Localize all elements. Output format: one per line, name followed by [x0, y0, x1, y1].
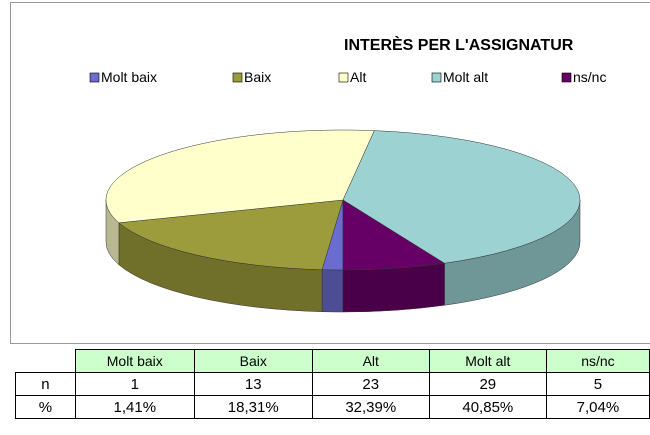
count-cell: 13	[193, 372, 313, 396]
percent-cell: 40,85%	[428, 395, 547, 419]
legend-label: Molt baix	[101, 69, 157, 85]
data-table: Molt baix Baix Alt Molt alt ns/nc n 1 13 23 29 5 …	[15, 349, 650, 419]
corner	[15, 349, 76, 373]
legend-swatch	[89, 72, 100, 83]
column-header: Alt	[311, 349, 430, 373]
legend-swatch	[338, 72, 349, 83]
pie-side	[342, 262, 445, 313]
pie-side	[321, 269, 344, 313]
percent-cell: 18,31%	[193, 395, 313, 419]
pie-slice	[342, 199, 446, 271]
pie-slice	[342, 130, 581, 264]
legend-label: Alt	[350, 69, 366, 85]
count-cell: 1	[74, 372, 195, 396]
column-header: ns/nc	[545, 349, 650, 373]
row-label: n	[15, 372, 76, 396]
column-header: Molt baix	[74, 349, 195, 373]
pie-slice	[105, 129, 375, 224]
count-cell: 23	[311, 372, 430, 396]
legend-swatch	[232, 72, 243, 83]
legend-swatch	[561, 72, 572, 83]
count-cell: 29	[428, 372, 547, 396]
chart: INTERÈS PER L'ASSIGNATUR Molt baix Baix Al…	[10, 2, 650, 344]
percent-cell: 1,41%	[74, 395, 195, 419]
column-header: Baix	[193, 349, 313, 373]
percent-cell: 7,04%	[545, 395, 650, 419]
legend-label: ns/nc	[573, 69, 606, 85]
column-header: Molt alt	[428, 349, 547, 373]
row-label: %	[15, 395, 76, 419]
percent-cell: 32,39%	[311, 395, 430, 419]
legend-label: Baix	[244, 69, 271, 85]
legend-label: Molt alt	[443, 69, 488, 85]
chart-title: INTERÈS PER L'ASSIGNATUR	[344, 35, 574, 54]
pie-slice	[118, 199, 344, 270]
legend-swatch	[431, 72, 442, 83]
count-cell: 5	[545, 372, 650, 396]
